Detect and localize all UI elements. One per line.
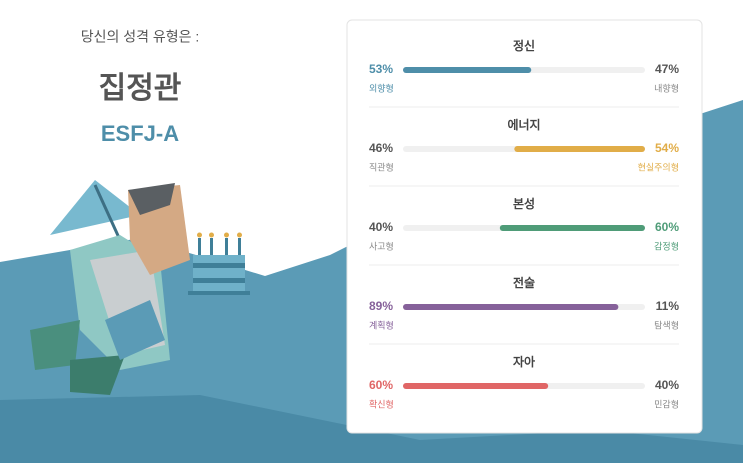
foreground-hill — [0, 395, 743, 463]
trait-name: 자아 — [513, 354, 535, 369]
trait-side-label: 확신형 — [369, 398, 394, 409]
trait-side-label: 사고형 — [369, 241, 394, 251]
trait-name: 전술 — [513, 275, 535, 290]
trait-side-label: 직관형 — [369, 162, 394, 172]
trait-name: 본성 — [513, 197, 535, 211]
trait-side-label: 감정형 — [654, 240, 679, 251]
type-code: ESFJ-A — [101, 121, 179, 146]
trait-side-label: 내향형 — [654, 82, 679, 93]
trait-side-label: 외향형 — [369, 82, 394, 93]
character-illustration — [30, 180, 250, 395]
trait-side-label: 계획형 — [369, 319, 394, 330]
bar — [403, 304, 619, 310]
bar — [499, 225, 645, 231]
trait-percent: 40% — [655, 378, 679, 392]
bar — [403, 67, 532, 73]
trait-percent: 47% — [655, 62, 679, 76]
trait-side-label: 탐색형 — [654, 319, 679, 330]
trait-percent: 46% — [369, 141, 393, 155]
trait-side-label: 민감형 — [654, 398, 679, 409]
trait-percent: 53% — [369, 62, 393, 76]
intro-text: 당신의 성격 유형은 : — [81, 29, 200, 45]
trait-name: 에너지 — [507, 117, 540, 132]
trait-percent: 60% — [369, 378, 393, 392]
bar — [514, 146, 645, 152]
trait-side-label: 현실주의형 — [638, 162, 679, 172]
trait-percent: 60% — [655, 220, 679, 234]
trait-percent: 11% — [656, 299, 680, 313]
type-name: 집정관 — [99, 72, 182, 105]
trait-percent: 54% — [655, 141, 679, 155]
trait-percent: 40% — [369, 220, 393, 234]
trait-name: 정신 — [513, 38, 535, 53]
bar — [403, 383, 549, 389]
trait-percent: 89% — [369, 299, 393, 313]
